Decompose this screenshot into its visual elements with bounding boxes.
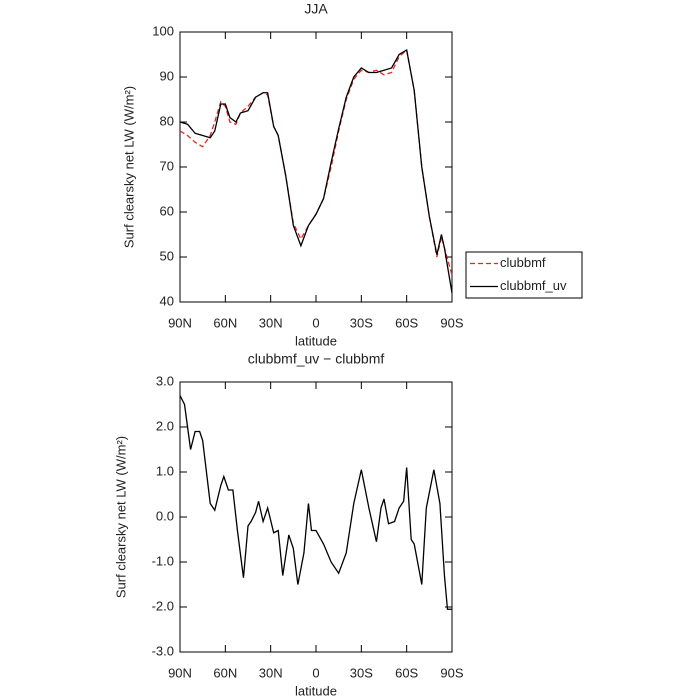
x-tick-label: 0 <box>312 315 319 330</box>
y-tick-label: 0.0 <box>156 508 174 523</box>
y-tick-label: 50 <box>160 248 174 263</box>
x-tick-label: 30S <box>350 665 373 680</box>
x-tick-label: 90S <box>440 315 463 330</box>
chart-title: clubbmf_uv − clubbmf <box>248 351 385 367</box>
y-tick-label: 70 <box>160 158 174 173</box>
x-tick-label: 90S <box>440 665 463 680</box>
x-tick-label: 90N <box>168 315 192 330</box>
x-axis-label: latitude <box>295 333 337 348</box>
x-tick-label: 60S <box>395 665 418 680</box>
y-tick-label: 100 <box>152 23 174 38</box>
x-axis-label: latitude <box>295 683 337 698</box>
y-tick-label: 60 <box>160 203 174 218</box>
x-tick-label: 30S <box>350 315 373 330</box>
data-line <box>179 48 453 276</box>
data-line <box>179 395 452 610</box>
y-tick-label: -3.0 <box>152 643 174 658</box>
y-tick-label: 3.0 <box>156 373 174 388</box>
legend-label: clubbmf <box>500 255 546 270</box>
y-axis-label: Surf clearsky net LW (W/m²) <box>121 86 136 248</box>
plot-frame <box>179 381 453 653</box>
x-tick-label: 60N <box>213 665 237 680</box>
y-tick-label: 2.0 <box>156 418 174 433</box>
y-tick-label: 90 <box>160 68 174 83</box>
x-tick-label: 60S <box>395 315 418 330</box>
y-axis-label: Surf clearsky net LW (W/m²) <box>113 436 128 598</box>
y-tick-label: 40 <box>160 293 174 308</box>
legend-label: clubbmf_uv <box>500 278 567 293</box>
y-tick-label: -1.0 <box>152 553 174 568</box>
chart-title: JJA <box>304 1 328 17</box>
x-tick-label: 0 <box>312 665 319 680</box>
x-tick-label: 30N <box>259 665 283 680</box>
data-line <box>179 48 453 294</box>
x-tick-label: 60N <box>213 315 237 330</box>
legend-frame <box>465 251 583 299</box>
y-tick-label: -2.0 <box>152 598 174 613</box>
x-tick-label: 30N <box>259 315 283 330</box>
y-tick-label: 80 <box>160 113 174 128</box>
y-tick-label: 1.0 <box>156 463 174 478</box>
x-tick-label: 90N <box>168 665 192 680</box>
